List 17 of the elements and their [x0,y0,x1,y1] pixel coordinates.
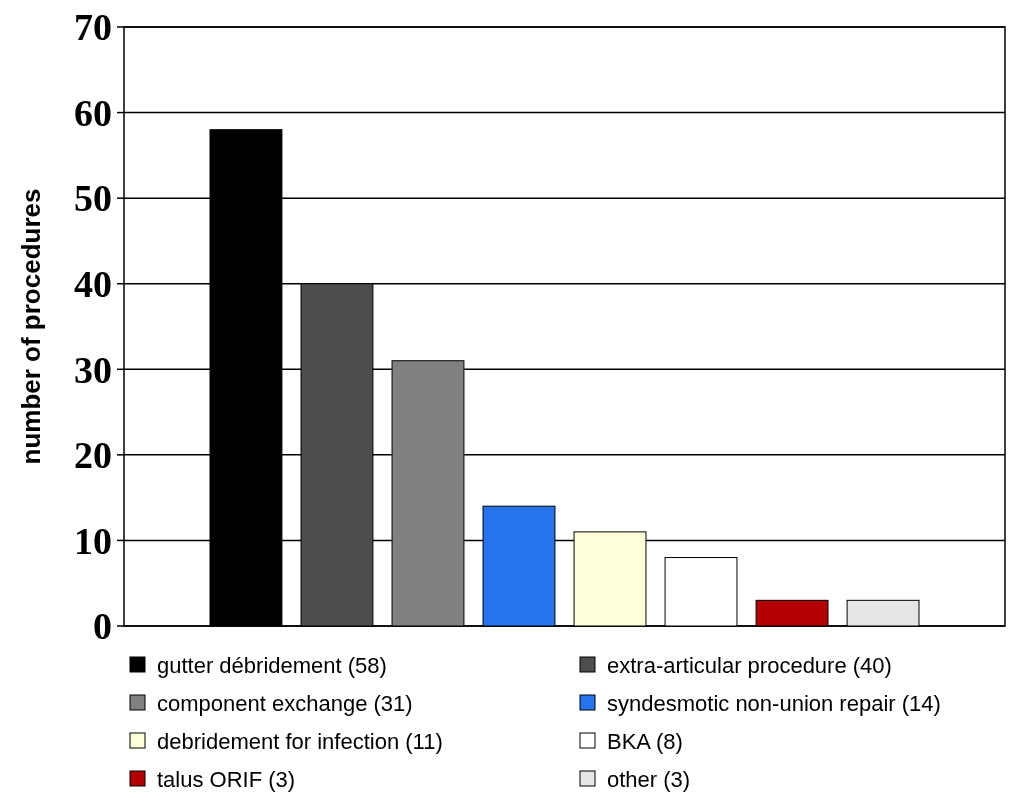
y-tick-label: 20 [74,434,112,477]
y-tick-label: 30 [74,348,112,391]
legend-label: other (3) [607,766,691,792]
legend-label: debridement for infection (11) [157,728,443,754]
y-tick-label: 60 [74,91,112,134]
legend-label: BKA (8) [607,728,683,754]
legend-label: component exchange (31) [157,690,413,716]
y-tick-label: 40 [74,263,112,306]
y-tick-label: 0 [93,605,112,648]
legend-label: talus ORIF (3) [157,766,296,792]
y-tick-label: 50 [74,177,112,220]
legend-label: extra-articular procedure (40) [607,652,892,678]
y-tick-label: 10 [74,519,112,562]
y-axis-title: number of procedures [16,188,46,465]
legend-label: gutter débridement (58) [157,652,387,678]
legend-label: syndesmotic non-union repair (14) [607,690,941,716]
y-tick-label: 70 [74,6,112,49]
